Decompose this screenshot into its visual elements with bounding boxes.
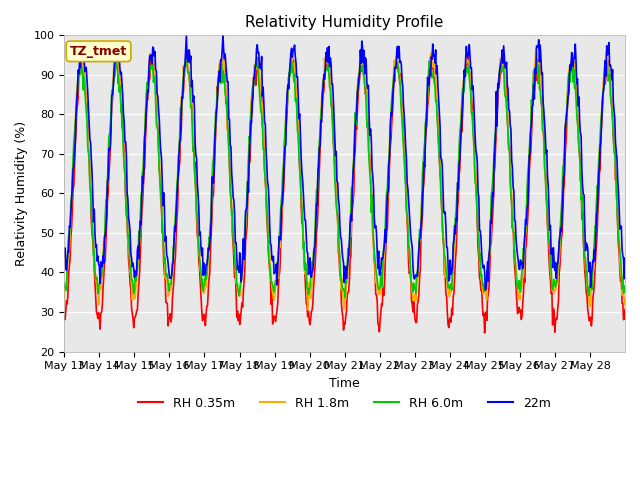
22m — [403, 180, 411, 186]
Line: RH 6.0m: RH 6.0m — [64, 57, 625, 298]
RH 6.0m — [621, 283, 629, 289]
RH 0.35m — [258, 94, 266, 99]
22m — [60, 253, 68, 259]
RH 6.0m — [230, 245, 237, 251]
RH 0.35m — [230, 257, 237, 263]
RH 6.0m — [341, 295, 349, 301]
RH 0.35m — [403, 219, 411, 225]
RH 6.0m — [404, 225, 412, 231]
Line: RH 1.8m: RH 1.8m — [64, 48, 625, 310]
RH 0.35m — [621, 307, 629, 312]
22m — [126, 228, 134, 234]
RH 0.35m — [60, 314, 68, 320]
Text: TZ_tmet: TZ_tmet — [70, 45, 127, 58]
22m — [481, 287, 489, 293]
RH 1.8m — [621, 302, 629, 308]
22m — [219, 33, 227, 38]
Line: 22m: 22m — [64, 36, 625, 290]
RH 1.8m — [257, 99, 265, 105]
RH 1.8m — [126, 269, 134, 275]
Y-axis label: Relativity Humidity (%): Relativity Humidity (%) — [15, 121, 28, 266]
Legend: RH 0.35m, RH 1.8m, RH 6.0m, 22m: RH 0.35m, RH 1.8m, RH 6.0m, 22m — [133, 392, 556, 415]
Title: Relativity Humidity Profile: Relativity Humidity Profile — [246, 15, 444, 30]
Line: RH 0.35m: RH 0.35m — [64, 52, 625, 333]
22m — [230, 198, 237, 204]
RH 1.8m — [403, 212, 411, 217]
RH 1.8m — [60, 297, 68, 302]
X-axis label: Time: Time — [329, 377, 360, 390]
RH 6.0m — [60, 281, 68, 287]
22m — [258, 54, 266, 60]
RH 6.0m — [127, 264, 134, 270]
RH 6.0m — [113, 54, 120, 60]
RH 1.8m — [435, 132, 442, 138]
RH 1.8m — [229, 229, 237, 235]
RH 0.35m — [481, 330, 488, 336]
RH 1.8m — [278, 198, 286, 204]
22m — [435, 96, 442, 101]
RH 0.35m — [126, 280, 134, 286]
22m — [279, 192, 287, 197]
RH 6.0m — [279, 167, 287, 173]
RH 1.8m — [532, 46, 540, 51]
RH 6.0m — [435, 155, 443, 160]
22m — [621, 255, 629, 261]
RH 0.35m — [182, 49, 190, 55]
RH 0.35m — [279, 195, 287, 201]
RH 6.0m — [258, 110, 266, 116]
RH 1.8m — [304, 307, 312, 312]
RH 0.35m — [435, 136, 442, 142]
